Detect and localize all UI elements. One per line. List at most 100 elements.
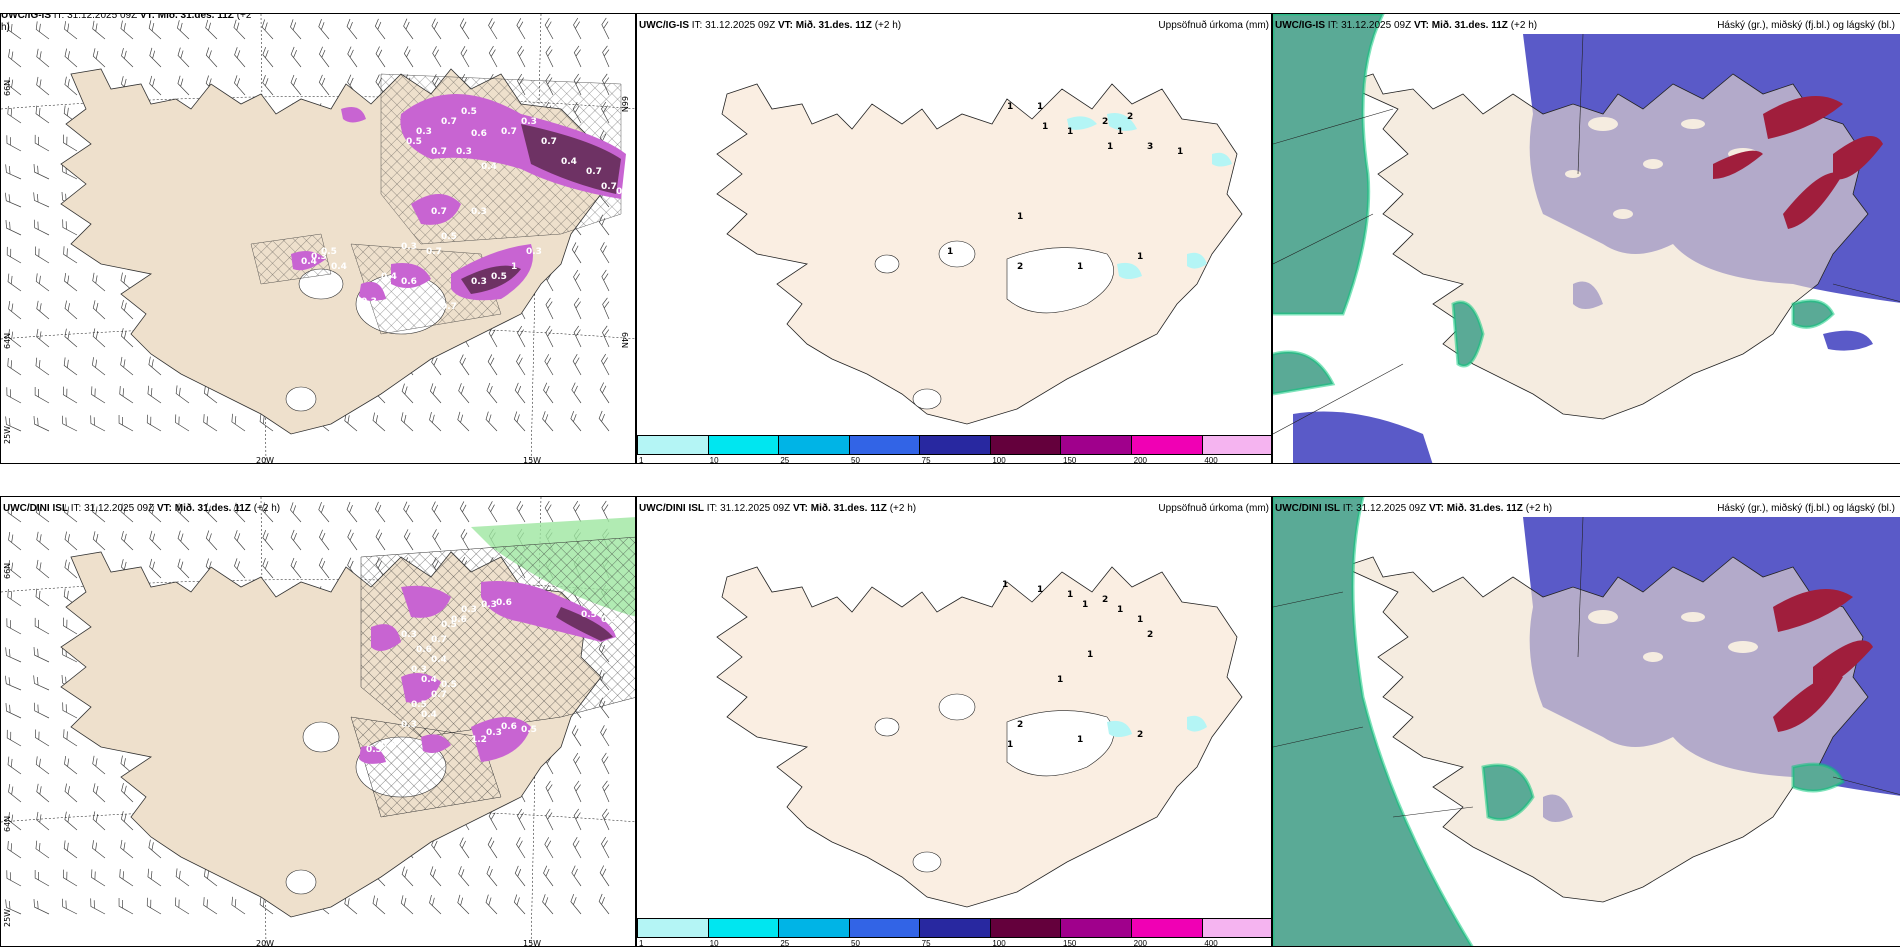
wind-barb (602, 325, 610, 348)
wind-barb (7, 273, 22, 292)
wind-barb (319, 529, 330, 551)
wind-barb (177, 503, 190, 523)
wind-barb (318, 74, 330, 96)
wind-barb (146, 414, 162, 432)
colorbar-tick: 150 (1063, 939, 1077, 947)
contour-label: 1 (1037, 585, 1043, 595)
colorbar-tick: 150 (1063, 456, 1077, 464)
contour-label: 2 (1102, 117, 1108, 127)
wind-barb (573, 45, 582, 68)
left-header-wrap: h) (1, 22, 10, 33)
map-top-right (1273, 14, 1900, 463)
colorbar-tick: 10 (709, 939, 719, 947)
wind-barb (487, 837, 498, 859)
colorbar-tick: 200 (1133, 456, 1148, 464)
contour-label: 0.6 (496, 598, 512, 608)
wind-barb (601, 353, 610, 376)
wind-barb (203, 385, 218, 404)
wind-barb (64, 504, 78, 523)
wind-barb (63, 840, 78, 859)
wind-barb (601, 500, 610, 523)
wind-barb (121, 299, 134, 320)
wind-barb (35, 105, 50, 124)
wind-barb (319, 46, 330, 68)
wind-barb (5, 899, 22, 915)
contour-label: 0.6 (416, 645, 432, 655)
wind-barb (8, 812, 22, 831)
contour-label: 0.5 (461, 107, 477, 117)
wind-barb (64, 559, 78, 579)
cloud-panel-bottom: UWC/DINI ISL IT: 31.12.2025 09Z VT: Mið.… (1272, 496, 1900, 947)
wind-barb (599, 865, 610, 887)
wind-barb (545, 808, 554, 831)
wind-barb (458, 866, 470, 887)
wind-barb (459, 354, 470, 376)
wind-barb (146, 897, 162, 915)
wind-barb (542, 894, 554, 915)
contour-label: 0.3 (471, 277, 487, 287)
wind-barb (34, 386, 50, 404)
wind-barb (64, 273, 78, 292)
wind-barb (62, 386, 78, 404)
wind-barb (149, 530, 162, 551)
contour-label: 0.3 (481, 600, 497, 610)
contour-label: 0.3 (411, 665, 427, 675)
wind-barb (460, 46, 470, 68)
contour-label: 1 (1077, 262, 1083, 272)
contour-label: 0.7 (431, 207, 447, 217)
colorbar (637, 435, 1271, 455)
cloud-header: UWC/IG-IS IT: 31.12.2025 09Z VT: Mið. 31… (1275, 20, 1538, 31)
contour-label: 0.5 (581, 610, 597, 620)
colorbar-swatch (1202, 919, 1271, 937)
wind-barb (545, 325, 554, 348)
contour-label: 0.3 (521, 117, 537, 127)
wind-barb (347, 529, 358, 551)
contour-label: 1 (1007, 102, 1013, 112)
wind-barb (318, 502, 330, 523)
wind-barb (318, 557, 330, 579)
contour-label: 1 (1057, 675, 1063, 685)
iceland-outline (716, 83, 1243, 425)
colorbar-tick: 75 (921, 939, 931, 947)
wind-barb (599, 382, 610, 404)
wind-barb (121, 530, 134, 551)
contour-label: 0.5 (441, 620, 457, 630)
wind-barb (261, 19, 274, 40)
wind-barb (459, 837, 470, 859)
contour-label: 1 (1037, 102, 1043, 112)
contour-label: 0.6 (451, 615, 467, 625)
wind-barb (262, 529, 274, 551)
wind-barb (121, 47, 134, 68)
lon-label-15: 15W (523, 456, 542, 464)
wind-barb (517, 325, 526, 348)
wind-barb (120, 356, 134, 376)
contour-label: 0.5 (616, 187, 632, 197)
wind-precip-panel-bottom: 0.3 0.6 0.3 0.6 0.5 0.7 0.3 0.6 0.4 0.3 0.4 0.5 0.7 0… (0, 496, 636, 947)
east-lat-64: 64N (620, 332, 629, 349)
wind-barb (92, 272, 106, 292)
wind-precip-panel-top: 0.5 0.3 0.7 0.6 0.7 0.5 0.3 0.4 0.7 0.3 0.7 0.4 0.7 0… (0, 13, 636, 464)
contour-label: 0.4 (431, 655, 447, 665)
wind-barb (290, 74, 302, 96)
colorbar-swatch (708, 436, 780, 454)
contour-label: 1 (1117, 127, 1123, 137)
wind-barb (571, 242, 582, 264)
wind-barb (262, 75, 274, 96)
wind-barb (601, 269, 610, 292)
colorbar-tick: 25 (780, 456, 790, 464)
wind-barb (7, 756, 22, 775)
wind-barb (570, 893, 582, 915)
wind-barb (598, 893, 610, 915)
contour-label: 0.6 (381, 740, 397, 750)
lat-label-64-b: 64N (3, 815, 12, 832)
wind-barb (458, 383, 470, 404)
wind-barb (570, 410, 582, 432)
contour-label: 0.5 (601, 615, 617, 625)
wind-barb (92, 357, 106, 376)
contour-label: 0.3 (401, 242, 417, 252)
contour-label: 1 (1177, 147, 1183, 157)
wind-barb (601, 17, 610, 40)
wind-barb (175, 868, 190, 887)
colorbar-tick: 1 (639, 456, 644, 464)
